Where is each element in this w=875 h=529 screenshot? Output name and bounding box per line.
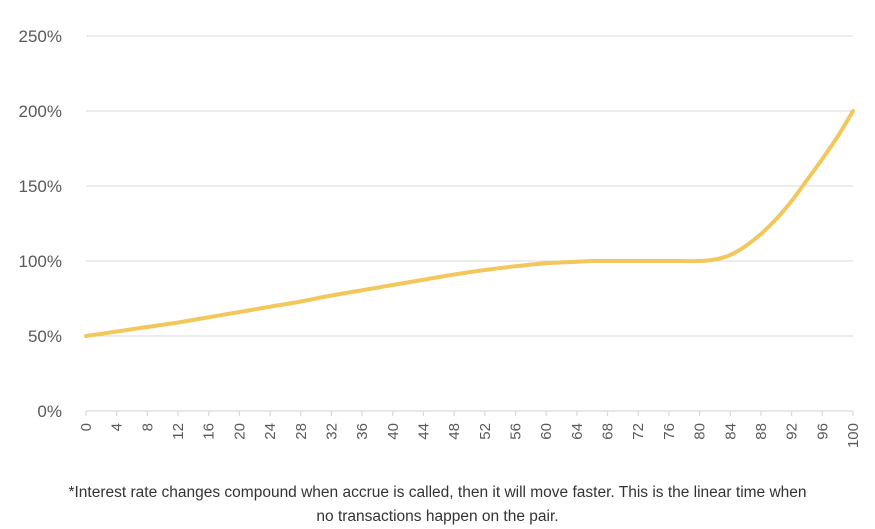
footnote-line-1: *Interest rate changes compound when acc… [68,484,807,501]
x-tick-label: 32 [323,423,340,440]
x-tick-label: 16 [201,423,218,440]
x-tick-label: 100 [845,423,862,448]
x-tick-label: 4 [109,423,126,431]
x-axis-ticks: 0 4 8 12 16 20 24 28 32 36 40 44 48 52 56 60 64 68 72 76 80 8… [78,411,862,448]
x-tick-label: 20 [231,423,248,440]
x-tick-label: 96 [814,423,831,440]
x-tick-label: 52 [477,423,494,440]
x-tick-label: 64 [569,423,586,440]
y-tick-label: 0% [37,402,62,421]
series-layer [84,109,855,338]
footnote-line-2: no transactions happen on the pair. [316,508,559,525]
footnote: *Interest rate changes compound when acc… [0,481,875,529]
x-tick-label: 92 [784,423,801,440]
x-tick-label: 80 [692,423,709,440]
x-tick-label: 8 [139,423,156,431]
y-axis-ticks: 0% 50% 100% 150% 200% 250% [19,27,62,421]
y-tick-label: 250% [19,27,62,46]
interest-rate-chart: 0%50%100%150%200%250% 0 4 8 12 16 20 24 28 32 36 4… [19,27,862,448]
x-tick-label: 36 [354,423,371,440]
x-tick-label: 12 [170,423,187,440]
x-tick-label: 72 [630,423,647,440]
y-tick-label: 50% [28,327,62,346]
x-tick-label: 68 [600,423,617,440]
x-tick-label: 76 [661,423,678,440]
x-tick-label: 0 [78,423,95,431]
y-tick-label: 100% [19,252,62,271]
x-tick-label: 60 [538,423,555,440]
grid-lines [86,35,853,412]
y-tick-label: 200% [19,102,62,121]
series-line-interest-rate [84,109,855,338]
x-tick-label: 84 [722,423,739,440]
x-tick-label: 24 [262,423,279,440]
x-tick-label: 88 [753,423,770,440]
x-tick-label: 48 [446,423,463,440]
x-tick-label: 40 [385,423,402,440]
y-tick-label: 150% [19,177,62,196]
x-tick-label: 28 [293,423,310,440]
x-tick-label: 56 [508,423,525,440]
x-tick-label: 44 [415,423,432,440]
